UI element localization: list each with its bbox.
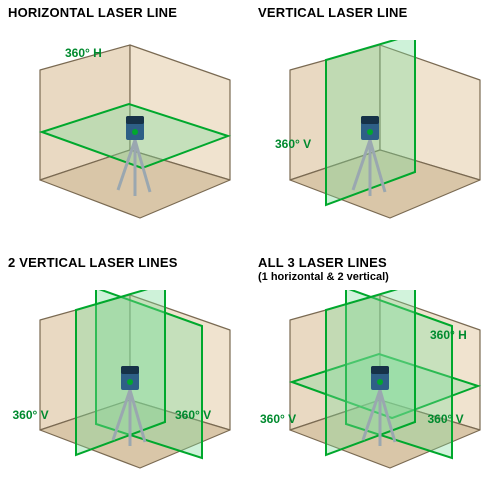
room-diagram [0, 290, 250, 500]
panel-horizontal: HORIZONTAL LASER LINE [0, 0, 250, 250]
diagram-stage: 360° H [0, 40, 250, 250]
panel-all-three: ALL 3 LASER LINES (1 horizontal & 2 vert… [250, 250, 500, 500]
annotation-label: 360° V [260, 412, 296, 426]
diagram-stage: 360° V 360° V [0, 290, 250, 500]
annotation-label: 360° V [13, 408, 49, 422]
panel-grid: HORIZONTAL LASER LINE [0, 0, 500, 500]
room-diagram [0, 40, 250, 250]
panel-title: 2 VERTICAL LASER LINES [8, 256, 242, 271]
panel-two-vertical: 2 VERTICAL LASER LINES [0, 250, 250, 500]
panel-title: VERTICAL LASER LINE [258, 6, 492, 21]
annotation-label: 360° H [65, 46, 102, 60]
annotation-label: 360° H [430, 328, 467, 342]
panel-vertical: VERTICAL LASER LINE 36 [250, 0, 500, 250]
annotation-label: 360° V [428, 412, 464, 426]
panel-title: HORIZONTAL LASER LINE [8, 6, 242, 21]
diagram-stage: 360° V [250, 40, 500, 250]
annotation-label: 360° V [175, 408, 211, 422]
panel-subtitle: (1 horizontal & 2 vertical) [258, 271, 492, 283]
panel-title: ALL 3 LASER LINES [258, 256, 492, 271]
room-diagram [250, 290, 500, 500]
annotation-label: 360° V [275, 137, 311, 151]
diagram-stage: 360° H 360° V 360° V [250, 290, 500, 500]
